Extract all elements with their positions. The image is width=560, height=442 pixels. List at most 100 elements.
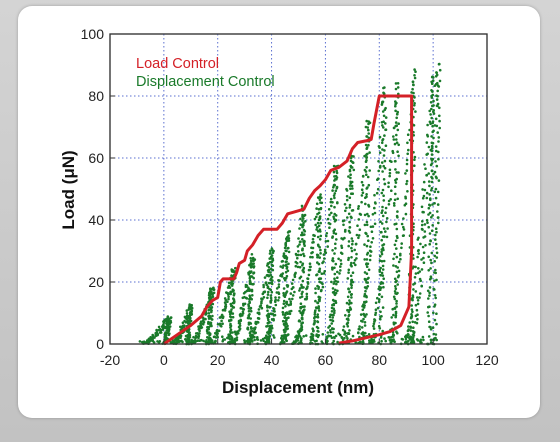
displacement-control-point: [344, 209, 347, 213]
displacement-control-point: [412, 83, 415, 87]
displacement-control-point: [394, 192, 397, 196]
displacement-control-point: [285, 274, 289, 278]
displacement-control-point: [375, 191, 379, 195]
displacement-control-point: [226, 300, 229, 304]
displacement-control-point: [281, 313, 285, 316]
displacement-control-point: [301, 238, 304, 241]
displacement-control-point: [432, 112, 436, 115]
displacement-control-point: [395, 270, 399, 274]
displacement-control-point: [267, 290, 270, 294]
displacement-control-point: [372, 322, 376, 326]
displacement-control-point: [319, 248, 322, 252]
displacement-control-point: [235, 338, 239, 342]
displacement-control-point: [324, 240, 328, 243]
displacement-control-point: [421, 220, 424, 223]
displacement-control-point: [271, 251, 275, 254]
displacement-control-point: [336, 201, 339, 205]
displacement-control-point: [322, 253, 326, 256]
displacement-control-point: [394, 159, 397, 163]
displacement-control-point: [343, 219, 346, 222]
displacement-control-point: [329, 197, 333, 201]
y-tick-label: 40: [88, 212, 104, 228]
displacement-control-point: [397, 122, 401, 125]
displacement-control-point: [394, 287, 398, 291]
displacement-control-point: [373, 193, 376, 197]
displacement-control-point: [366, 234, 370, 238]
displacement-control-point: [363, 324, 367, 327]
displacement-control-point: [218, 322, 222, 326]
displacement-control-point: [296, 245, 300, 248]
displacement-control-point: [421, 335, 425, 339]
displacement-control-point: [428, 203, 431, 207]
displacement-control-point: [381, 246, 385, 250]
displacement-control-point: [185, 312, 189, 315]
displacement-control-point: [406, 141, 409, 145]
displacement-control-point: [301, 264, 304, 267]
displacement-control-point: [372, 327, 376, 330]
displacement-control-point: [316, 313, 320, 316]
displacement-control-point: [289, 300, 293, 303]
displacement-control-point: [383, 134, 386, 137]
displacement-control-point: [420, 268, 424, 271]
displacement-control-point: [347, 229, 351, 233]
displacement-control-point: [377, 145, 381, 148]
displacement-control-point: [420, 258, 423, 261]
displacement-control-point: [396, 216, 399, 219]
displacement-control-point: [373, 222, 377, 226]
displacement-control-point: [392, 138, 396, 141]
displacement-control-point: [360, 326, 364, 329]
displacement-control-point: [197, 327, 201, 331]
displacement-control-point: [206, 332, 209, 335]
displacement-control-point: [366, 262, 370, 266]
displacement-control-point: [313, 217, 317, 221]
displacement-control-point: [229, 324, 232, 327]
displacement-control-point: [285, 339, 289, 343]
displacement-control-point: [260, 300, 263, 303]
displacement-control-point: [358, 328, 362, 331]
displacement-control-point: [220, 319, 223, 323]
displacement-control-point: [186, 334, 189, 337]
displacement-control-point: [249, 309, 253, 313]
displacement-control-point: [318, 228, 322, 231]
displacement-control-point: [253, 328, 257, 331]
displacement-control-point: [383, 337, 386, 340]
displacement-control-point: [335, 186, 339, 190]
displacement-control-point: [379, 164, 382, 168]
displacement-control-point: [321, 333, 325, 336]
displacement-control-point: [308, 268, 312, 272]
displacement-control-point: [327, 334, 330, 338]
displacement-control-point: [190, 338, 193, 342]
displacement-control-point: [430, 261, 433, 265]
displacement-control-point: [317, 224, 321, 228]
displacement-control-point: [202, 339, 205, 343]
displacement-control-point: [299, 253, 303, 257]
displacement-control-point: [168, 321, 171, 325]
displacement-control-point: [364, 143, 368, 147]
displacement-control-point: [348, 169, 352, 173]
displacement-control-point: [427, 297, 430, 300]
displacement-control-point: [194, 334, 198, 338]
displacement-control-point: [184, 338, 188, 342]
legend-entry-load-control: Load Control: [136, 56, 219, 72]
displacement-control-point: [410, 340, 413, 343]
displacement-control-point: [400, 246, 403, 250]
displacement-control-point: [396, 266, 400, 269]
load-control-series: [163, 94, 414, 346]
displacement-control-point: [250, 327, 253, 330]
displacement-control-point: [212, 291, 216, 295]
displacement-control-point: [250, 297, 253, 301]
displacement-control-point: [414, 303, 418, 307]
displacement-control-point: [430, 187, 434, 190]
displacement-control-point: [249, 259, 253, 263]
displacement-control-point: [207, 337, 211, 341]
displacement-control-point: [266, 269, 270, 272]
displacement-control-point: [260, 297, 263, 301]
displacement-control-point: [326, 239, 330, 243]
displacement-control-point: [433, 170, 437, 174]
displacement-control-point: [301, 311, 305, 315]
displacement-control-point: [342, 325, 346, 328]
displacement-control-point: [287, 262, 290, 266]
displacement-control-point: [424, 244, 427, 247]
displacement-control-point: [334, 334, 338, 338]
displacement-control-point: [339, 262, 343, 266]
